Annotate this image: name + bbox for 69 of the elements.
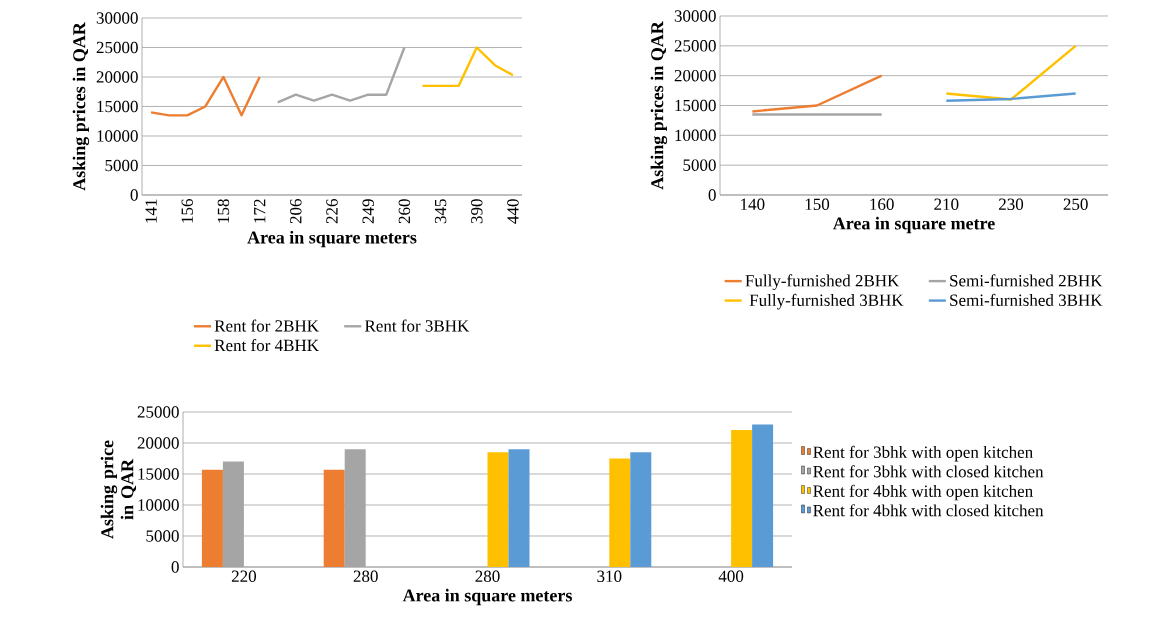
bar: [731, 429, 753, 567]
y-tick-label: 25000: [674, 40, 716, 52]
bar: [323, 469, 345, 567]
x-tick-label: 158: [217, 199, 230, 223]
bar: [752, 424, 774, 567]
y-axis-title: Asking prices in QAR: [72, 22, 90, 191]
y-tick-label: 20000: [137, 437, 179, 449]
line-series: [276, 46, 406, 104]
legend-label: Rent for 3bhk with closed kitchen: [813, 465, 1044, 478]
legend-label: Rent for 3bhk with open kitchen: [813, 445, 1033, 462]
legend-label: Semi-furnished 2BHK: [950, 274, 1103, 287]
x-axis-title: Area in square meters: [402, 588, 572, 606]
y-tick-label: 15000: [675, 99, 716, 112]
x-tick-label: 206: [290, 199, 302, 224]
x-tick-label: 160: [870, 198, 894, 210]
y-tick-label: 10000: [97, 130, 138, 142]
x-tick-label: 172: [253, 199, 266, 223]
y-tick-label: 15000: [97, 100, 138, 113]
y-tick-label: 10000: [138, 499, 179, 511]
x-tick-label: 440: [507, 199, 519, 224]
legend-label: Fully-furnished 3BHK: [749, 293, 904, 310]
x-tick-label: 141: [145, 199, 157, 223]
y-tick-label: 0: [171, 561, 179, 573]
x-tick-label: 140: [741, 198, 765, 210]
x-tick-label: 210: [934, 198, 959, 210]
bar: [609, 458, 631, 567]
y-tick-label: 5000: [146, 530, 179, 542]
x-tick-label: 156: [181, 199, 193, 223]
y-axis-title: Asking price in QAR: [100, 440, 137, 539]
y-tick-label: 20000: [674, 69, 716, 82]
y-tick-label: 0: [130, 189, 138, 201]
x-tick-label: 249: [362, 199, 374, 224]
bar: [487, 452, 509, 567]
x-tick-label: 220: [231, 570, 257, 582]
y-tick-label: 30000: [96, 12, 138, 24]
legend-label: Rent for 2BHK: [214, 319, 319, 332]
x-tick-label: 280: [475, 570, 500, 582]
y-tick-label: 20000: [96, 71, 138, 83]
x-tick-label: 390: [471, 199, 483, 224]
y-tick-label: 25000: [96, 41, 138, 54]
legend-label: Fully-furnished 2BHK: [745, 274, 900, 291]
y-tick-label: 10000: [675, 129, 716, 142]
y-axis-title: Asking prices in QAR: [650, 21, 668, 190]
x-tick-label: 260: [398, 199, 411, 224]
legend-label: Rent for 4BHK: [214, 339, 319, 352]
y-tick-label: 5000: [683, 159, 716, 171]
x-tick-label: 250: [1063, 198, 1088, 210]
y-tick-label: 5000: [105, 159, 138, 172]
x-tick-label: 310: [597, 570, 622, 582]
y-tick-label: 0: [708, 189, 716, 201]
x-axis-title: Area in square meters: [247, 230, 417, 248]
x-tick-label: 345: [434, 199, 447, 224]
legend-label: Semi-furnished 3BHK: [950, 293, 1103, 306]
bar: [630, 452, 652, 567]
legend-label: Rent for 3BHK: [364, 319, 470, 332]
x-tick-label: 226: [326, 199, 338, 224]
y-tick-label: 25000: [137, 406, 179, 418]
legend-label: Rent for 4bhk with open kitchen: [813, 484, 1033, 501]
line-series: [149, 75, 261, 117]
x-axis-title: Area in square metre: [832, 216, 995, 234]
y-tick-label: 30000: [674, 10, 716, 22]
x-tick-label: 400: [718, 570, 744, 582]
bar: [508, 449, 530, 567]
y-tick-label: 15000: [138, 468, 179, 480]
legend-label: Rent for 4bhk with closed kitchen: [813, 504, 1044, 517]
x-tick-label: 230: [999, 198, 1024, 210]
x-tick-label: 150: [805, 198, 830, 210]
bar: [201, 469, 223, 567]
x-tick-label: 280: [353, 570, 378, 582]
